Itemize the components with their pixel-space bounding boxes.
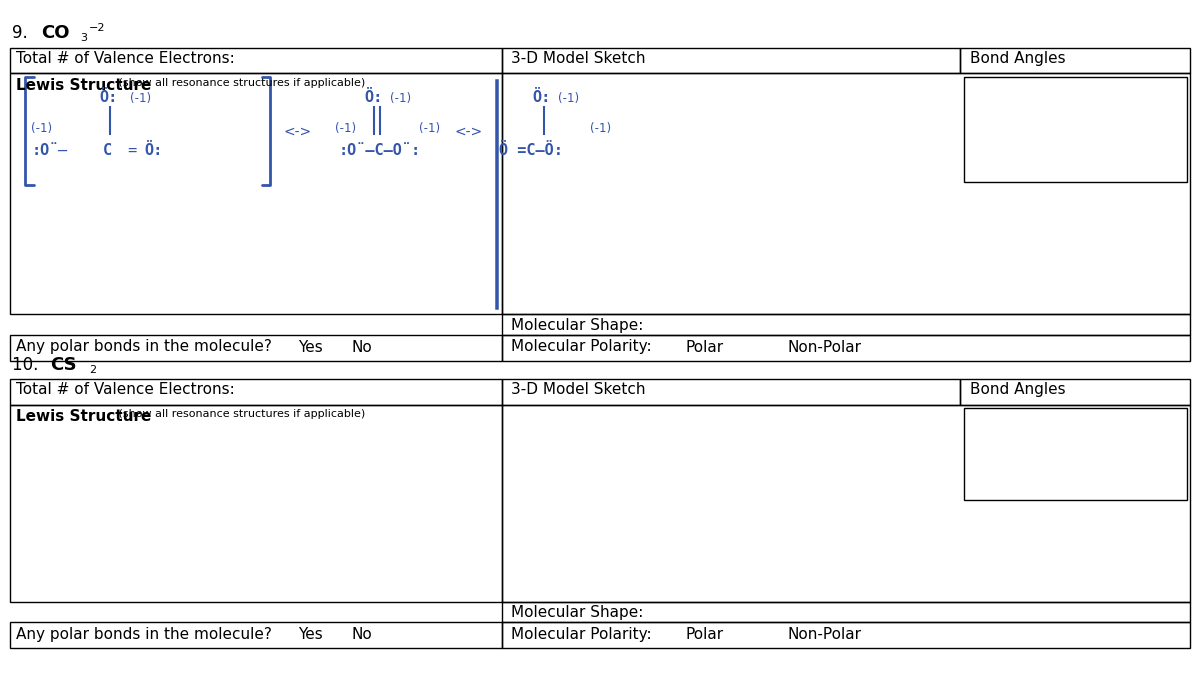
Text: CS: CS <box>50 356 77 375</box>
Text: (-1): (-1) <box>31 122 53 134</box>
Text: Bond Angles: Bond Angles <box>970 382 1066 397</box>
Text: Molecular Shape:: Molecular Shape: <box>511 318 643 333</box>
Text: (-1): (-1) <box>390 92 412 105</box>
Text: Ö:: Ö: <box>533 90 551 105</box>
Bar <box>502 335 1190 361</box>
Bar <box>502 622 1190 648</box>
Text: <->: <-> <box>283 124 311 139</box>
Bar <box>502 379 960 405</box>
Text: Molecular Shape:: Molecular Shape: <box>511 605 643 620</box>
Bar <box>960 379 1190 405</box>
Text: (show all resonance structures if applicable): (show all resonance structures if applic… <box>115 409 366 420</box>
Text: Any polar bonds in the molecule?: Any polar bonds in the molecule? <box>16 340 271 354</box>
Text: =: = <box>119 143 146 158</box>
Text: (-1): (-1) <box>590 122 612 134</box>
Bar <box>502 314 1190 335</box>
Bar <box>964 408 1187 500</box>
Bar <box>10 335 502 361</box>
Text: 2: 2 <box>89 365 96 375</box>
Text: C: C <box>103 143 113 158</box>
Text: (show all resonance structures if applicable): (show all resonance structures if applic… <box>115 78 366 88</box>
Text: Yes: Yes <box>298 340 323 354</box>
Text: (-1): (-1) <box>419 122 440 134</box>
Text: Any polar bonds in the molecule?: Any polar bonds in the molecule? <box>16 627 271 642</box>
Bar <box>10 405 502 602</box>
Text: Bond Angles: Bond Angles <box>970 51 1066 66</box>
Text: :Ö: :Ö <box>31 143 59 158</box>
Text: Ö:: Ö: <box>365 90 383 105</box>
Text: Ö:: Ö: <box>144 143 162 158</box>
Text: 10.: 10. <box>12 356 49 375</box>
Text: Molecular Polarity:: Molecular Polarity: <box>511 340 652 354</box>
Text: Lewis Structure: Lewis Structure <box>16 409 151 424</box>
Text: Ö =C—Ö:: Ö =C—Ö: <box>499 143 563 158</box>
Text: No: No <box>352 340 372 354</box>
Text: (-1): (-1) <box>335 122 356 134</box>
Bar <box>964 77 1187 182</box>
Text: <->: <-> <box>455 124 482 139</box>
Text: Polar: Polar <box>685 627 724 642</box>
Bar <box>502 405 1190 602</box>
Text: —: — <box>58 143 67 158</box>
Bar <box>502 602 1190 622</box>
Text: 3: 3 <box>80 33 88 43</box>
Text: Total # of Valence Electrons:: Total # of Valence Electrons: <box>16 382 234 397</box>
Bar <box>10 622 502 648</box>
Bar <box>502 48 960 73</box>
Text: No: No <box>352 627 372 642</box>
Bar <box>10 73 502 314</box>
Text: Lewis Structure: Lewis Structure <box>16 78 151 93</box>
Bar <box>960 48 1190 73</box>
Bar <box>496 80 497 308</box>
Text: 9.: 9. <box>12 24 38 43</box>
Text: CO: CO <box>41 24 70 43</box>
Text: Yes: Yes <box>298 627 323 642</box>
Text: Non-Polar: Non-Polar <box>787 627 862 642</box>
Text: Molecular Polarity:: Molecular Polarity: <box>511 627 652 642</box>
Text: 3-D Model Sketch: 3-D Model Sketch <box>511 382 646 397</box>
Bar <box>10 379 502 405</box>
Text: (-1): (-1) <box>130 92 151 105</box>
Text: −2: −2 <box>89 23 106 33</box>
Text: Total # of Valence Electrons:: Total # of Valence Electrons: <box>16 51 234 66</box>
Bar <box>502 73 1190 314</box>
Text: Polar: Polar <box>685 340 724 354</box>
Text: :Ö—C—Ö:: :Ö—C—Ö: <box>338 143 420 158</box>
Text: Ö:: Ö: <box>100 90 118 105</box>
Text: 3-D Model Sketch: 3-D Model Sketch <box>511 51 646 66</box>
Text: Non-Polar: Non-Polar <box>787 340 862 354</box>
Text: (-1): (-1) <box>558 92 580 105</box>
Bar <box>10 48 502 73</box>
